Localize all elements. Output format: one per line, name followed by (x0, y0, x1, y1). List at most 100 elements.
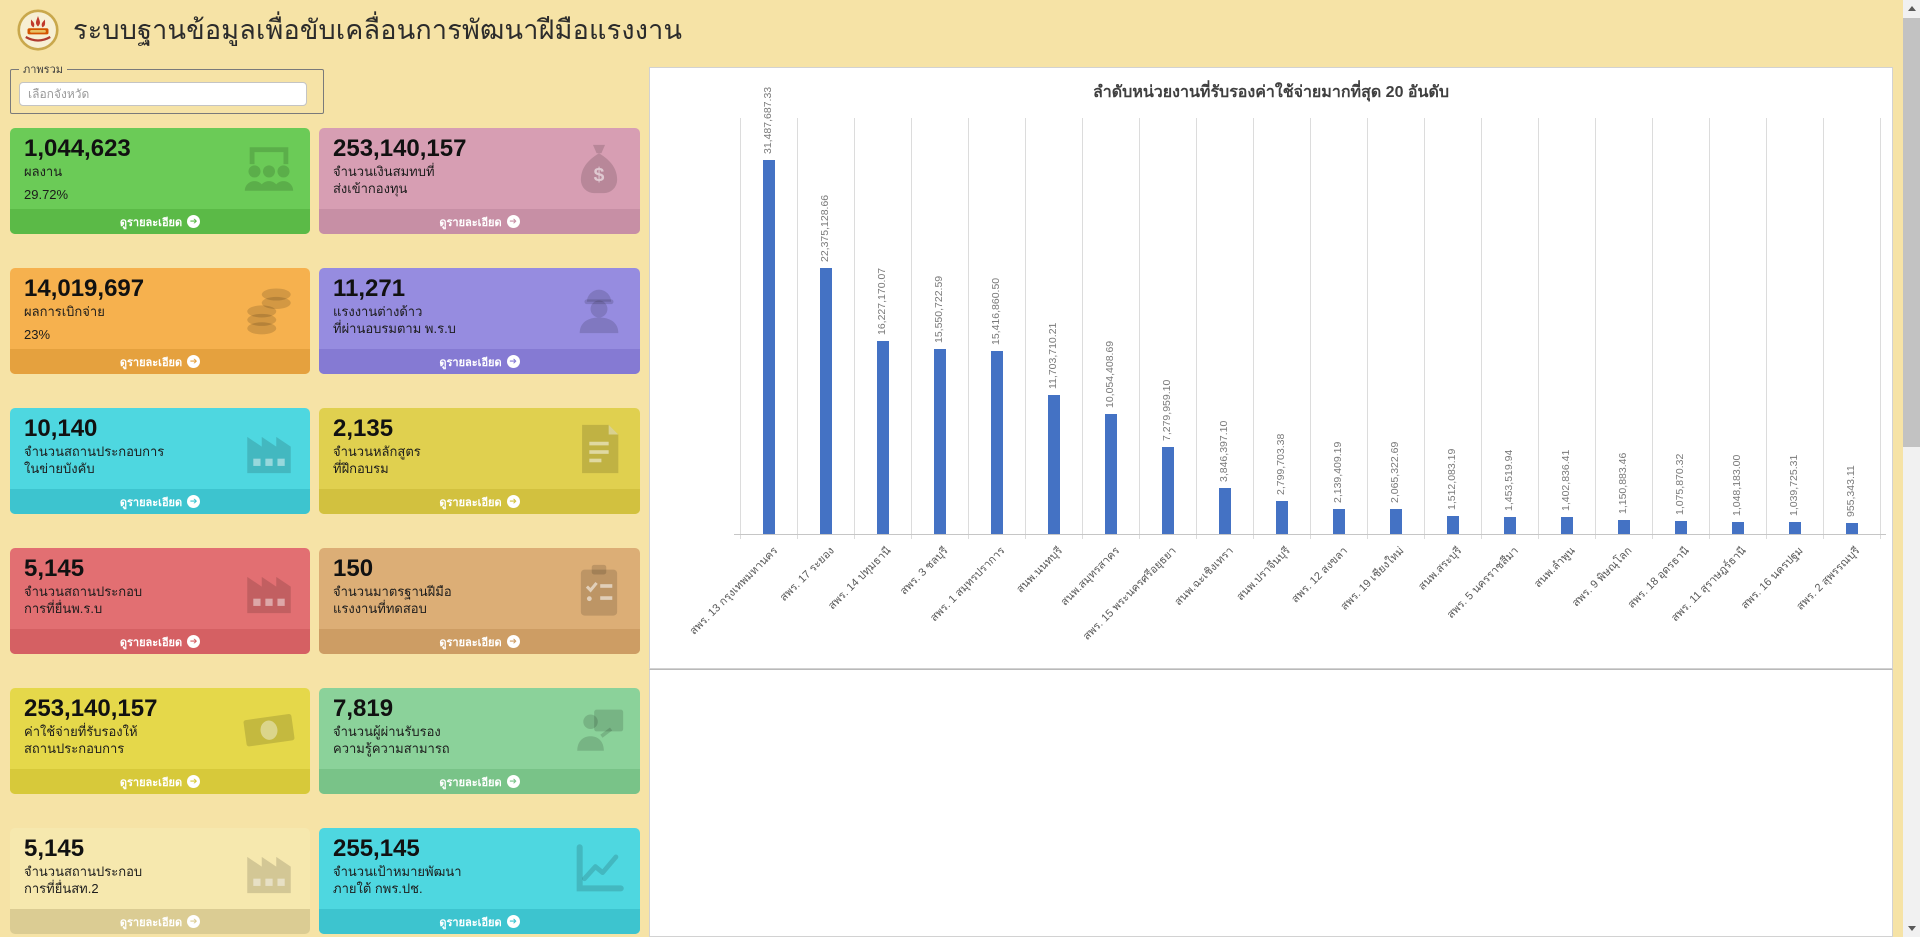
details-link[interactable]: ดูรายละเอียด ➔ (10, 349, 310, 374)
details-link[interactable]: ดูรายละเอียด ➔ (10, 629, 310, 654)
stat-card[interactable]: 1,044,623 ผลงาน 29.72% ดูรายละเอียด ➔ (10, 128, 310, 234)
stat-value: 253,140,157 (333, 135, 467, 162)
gridline (1367, 118, 1368, 539)
stat-value: 5,145 (24, 555, 85, 582)
stat-card[interactable]: 2,135 จำนวนหลักสูตร ที่ฝึกอบรม ดูรายละเอียด… (319, 408, 640, 514)
bar-value-label: 2,065,322.69 (1389, 441, 1401, 503)
factory-icon (240, 420, 298, 478)
gridline (1253, 118, 1254, 539)
bar (1104, 414, 1117, 534)
details-link-label: ดูรายละเอียด (119, 776, 183, 789)
stat-label: จำนวนสถานประกอบการ ในข่ายบังคับ (24, 444, 165, 477)
details-link-label: ดูรายละเอียด (439, 636, 502, 649)
bar (1845, 523, 1858, 534)
stat-label: แรงงานต่างด้าว ที่ผ่านอบรมตาม พ.ร.บ (333, 304, 456, 337)
stat-value: 10,140 (24, 415, 98, 442)
arrow-circle-right-icon: ➔ (506, 215, 520, 228)
bar (1560, 517, 1573, 534)
stat-label: ผลงาน (24, 164, 63, 180)
gridline (854, 118, 855, 539)
details-link[interactable]: ดูรายละเอียด ➔ (319, 629, 640, 654)
stat-card[interactable]: 253,140,157 ค่าใช้จ่ายที่รับรองให้ สถานประ… (10, 688, 310, 794)
stat-card-grid: 1,044,623 ผลงาน 29.72% ดูรายละเอียด ➔ 253,140… (10, 128, 640, 934)
bar (1218, 488, 1231, 534)
details-link-label: ดูรายละเอียด (119, 216, 183, 229)
stat-label: จำนวนสถานประกอบ การที่ยื่นสท.2 (24, 864, 143, 897)
arrow-circle-right-icon: ➔ (187, 215, 201, 228)
details-link-label: ดูรายละเอียด (439, 776, 502, 789)
gridline (1082, 118, 1083, 539)
gridline (1481, 118, 1482, 539)
arrow-circle-right-icon: ➔ (187, 775, 201, 788)
details-link[interactable]: ดูรายละเอียด ➔ (319, 209, 640, 234)
scrollbar-thumb[interactable] (1903, 18, 1920, 447)
arrow-circle-right-icon: ➔ (506, 635, 520, 648)
vertical-scrollbar[interactable] (1903, 0, 1920, 937)
empty-content-panel (649, 669, 1893, 937)
x-axis-label: สพร. 13 กรุงเทพมหานคร (687, 544, 780, 638)
stat-card[interactable]: 10,140 จำนวนสถานประกอบการ ในข่ายบังคับดูรา… (10, 408, 310, 514)
bar (876, 341, 889, 534)
bar (1047, 395, 1060, 534)
gridline (1196, 118, 1197, 539)
person-screen-icon (570, 700, 628, 758)
arrow-circle-right-icon: ➔ (506, 355, 520, 368)
details-link[interactable]: ดูรายละเอียด ➔ (10, 769, 310, 794)
province-select-input[interactable] (19, 82, 307, 106)
scroll-up-icon[interactable] (1903, 0, 1920, 17)
bar (990, 351, 1003, 534)
scroll-down-icon[interactable] (1903, 920, 1920, 937)
stat-sub-value: 23% (24, 327, 51, 343)
factory-icon (240, 560, 298, 618)
stat-label: จำนวนผู้ผ่านรับรอง ความรู้ความสามารถ (333, 724, 450, 757)
stat-card[interactable]: 7,819 จำนวนผู้ผ่านรับรอง ความรู้ความสามารถ… (319, 688, 640, 794)
stat-value: 5,145 (24, 835, 85, 862)
bar-chart-plot: 31,487,687.33 สพร. 13 กรุงเทพมหานคร 22,375… (687, 87, 1886, 643)
details-link[interactable]: ดูรายละเอียด ➔ (319, 909, 640, 934)
details-link-label: ดูรายละเอียด (119, 496, 183, 509)
bar-value-label: 11,703,710.21 (1047, 322, 1059, 389)
stat-card[interactable]: 253,140,157 จำนวนเงินสมทบที่ ส่งเข้ากองทุน… (319, 128, 640, 234)
bar-value-label: 3,846,397.10 (1218, 420, 1230, 482)
app-header: ระบบฐานข้อมูลเพื่อขับเคลื่อนการพัฒนาฝีมื… (17, 8, 682, 51)
stat-value: 7,819 (333, 695, 394, 722)
gridline (797, 118, 798, 539)
gridline (1595, 118, 1596, 539)
clipboard-icon (570, 560, 628, 618)
arrow-circle-right-icon: ➔ (506, 915, 520, 928)
details-link-label: ดูรายละเอียด (119, 356, 183, 369)
page-title: ระบบฐานข้อมูลเพื่อขับเคลื่อนการพัฒนาฝีมื… (73, 15, 683, 45)
bar (762, 160, 775, 534)
stat-card[interactable]: 5,145 จำนวนสถานประกอบ การที่ยื่นพ.ร.บ ดูราย… (10, 548, 310, 654)
bar (1389, 509, 1402, 534)
details-link-label: ดูรายละเอียด (439, 216, 502, 229)
line-chart-icon (570, 840, 628, 898)
bar (1731, 522, 1744, 534)
stat-value: 255,145 (333, 835, 420, 862)
bar-value-label: 1,402,836.41 (1560, 449, 1572, 511)
details-link[interactable]: ดูรายละเอียด ➔ (10, 909, 310, 934)
bar (1788, 522, 1801, 534)
details-link[interactable]: ดูรายละเอียด ➔ (319, 769, 640, 794)
gridline (1025, 118, 1026, 539)
details-link[interactable]: ดูรายละเอียด ➔ (10, 489, 310, 514)
gridline (911, 118, 912, 539)
details-link[interactable]: ดูรายละเอียด ➔ (319, 349, 640, 374)
x-axis-label: สพร. 3 ชลบุรี (898, 544, 951, 598)
stat-card[interactable]: 255,145 จำนวนเป้าหมายพัฒนา ภายใต้ กพร.ปช. ด… (319, 828, 640, 934)
gridline (1880, 118, 1881, 539)
stat-value: 150 (333, 555, 374, 582)
bar-value-label: 1,048,183.00 (1731, 454, 1743, 516)
details-link[interactable]: ดูรายละเอียด ➔ (319, 489, 640, 514)
arrow-circle-right-icon: ➔ (187, 355, 201, 368)
bar (1617, 520, 1630, 534)
expense-chart-panel: ลำดับหน่วยงานที่รับรองค่าใช้จ่ายมากที่สุ… (649, 67, 1893, 669)
stat-card[interactable]: 14,019,697 ผลการเบิกจ่าย 23% ดูรายละเอียด ➔ (10, 268, 310, 374)
details-link[interactable]: ดูรายละเอียด ➔ (10, 209, 310, 234)
x-axis-label: สนพ.ลำพูน (1532, 544, 1578, 591)
bar-value-label: 31,487,687.33 (762, 86, 774, 154)
stat-card[interactable]: 150 จำนวนมาตรฐานฝีมือ แรงงานที่ทดสอบ ดูรายล… (319, 548, 640, 654)
stat-card[interactable]: 5,145 จำนวนสถานประกอบ การที่ยื่นสท.2 ดูรายล… (10, 828, 310, 934)
stat-card[interactable]: 11,271 แรงงานต่างด้าว ที่ผ่านอบรมตาม พ.ร.บ… (319, 268, 640, 374)
stat-label: จำนวนหลักสูตร ที่ฝึกอบรม (333, 444, 421, 477)
